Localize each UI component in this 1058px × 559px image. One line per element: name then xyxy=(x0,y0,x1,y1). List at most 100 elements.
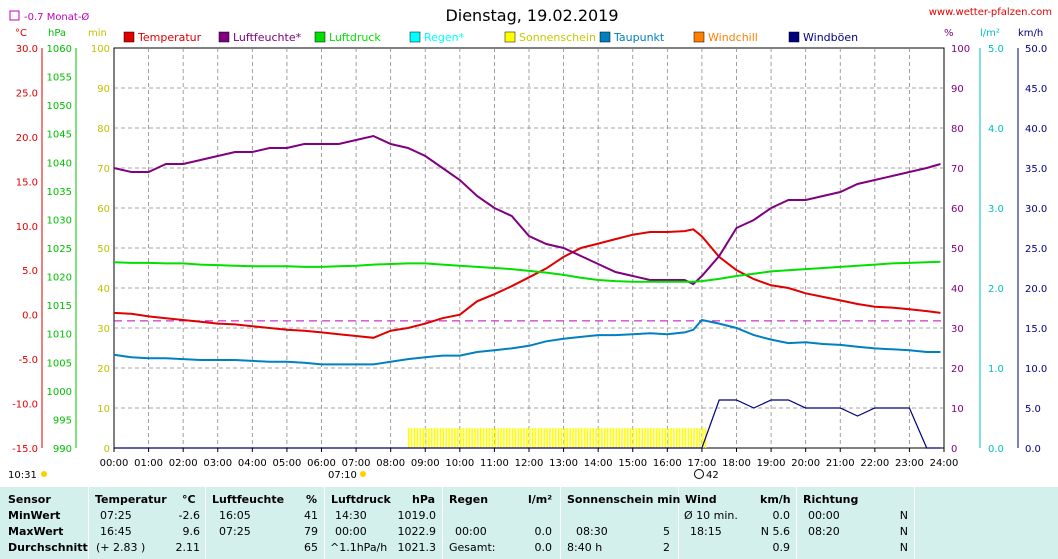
sunshine-bar xyxy=(549,428,551,448)
legend-swatch xyxy=(693,31,705,43)
rain-tick-label: 0.0 xyxy=(988,444,1004,455)
sunshine-bar xyxy=(526,428,528,448)
sunshine-bar xyxy=(609,428,612,448)
x-tick-label: 03:00 xyxy=(203,458,232,469)
sunshine-bar xyxy=(537,428,540,448)
minutes-tick-label: 50 xyxy=(97,244,110,255)
sunshine-bar xyxy=(693,428,695,448)
sunshine-bar xyxy=(595,428,597,448)
minutes-tick-label: 30 xyxy=(97,324,110,335)
row-min-label: MinWert xyxy=(8,509,61,522)
pressure-tick-label: 1025 xyxy=(47,244,72,255)
sunshine-bar xyxy=(644,428,646,448)
x-tick-label: 19:00 xyxy=(757,458,786,469)
rain-tick-label: 4.0 xyxy=(988,124,1004,135)
legend-swatch xyxy=(409,31,421,43)
pressure-tick-label: 995 xyxy=(53,415,72,426)
temp-tick-label: 5.0 xyxy=(22,266,38,277)
header-humidity: Luftfeuchte xyxy=(212,493,285,506)
percent-tick-label: 40 xyxy=(951,284,964,295)
x-tick-label: 18:00 xyxy=(722,458,751,469)
x-tick-label: 20:00 xyxy=(791,458,820,469)
sunshine-bar xyxy=(569,428,571,448)
sunshine-bar xyxy=(540,428,543,448)
series-line xyxy=(113,318,941,366)
series-line xyxy=(113,134,941,286)
avg-temp-trend: (+ 2.83 ) xyxy=(96,541,146,554)
sunshine-bar xyxy=(650,428,652,448)
legend-label: Luftdruck xyxy=(329,31,381,44)
wind-tick-label: 50.0 xyxy=(1025,44,1047,55)
max-sun-value: 5 xyxy=(663,525,670,538)
min-humidity-value: 41 xyxy=(304,509,318,522)
sunshine-bar xyxy=(681,428,684,448)
sunshine-bar xyxy=(451,428,453,448)
minutes-tick-label: 40 xyxy=(97,284,110,295)
rain-tick-label: 2.0 xyxy=(988,284,1004,295)
sunshine-bar xyxy=(497,428,499,448)
sunshine-bar xyxy=(471,428,473,448)
sunshine-bar xyxy=(511,428,514,448)
sunshine-bar xyxy=(503,428,505,448)
sunrise-time: 07:10 xyxy=(328,470,357,481)
sunshine-bar xyxy=(419,428,422,448)
temp-tick-label: 0.0 xyxy=(22,311,38,322)
sunrise-icon xyxy=(360,471,366,477)
pressure-tick-label: 1010 xyxy=(47,330,72,341)
wind-tick-label: 30.0 xyxy=(1025,204,1047,215)
wind-tick-label: 40.0 xyxy=(1025,124,1047,135)
legend-swatch xyxy=(123,31,135,43)
percent-tick-label: 10 xyxy=(951,404,964,415)
legend-swatch xyxy=(504,31,516,43)
max-rain-time: 00:00 xyxy=(455,525,487,538)
sunshine-bar xyxy=(433,428,436,448)
minutes-tick-label: 90 xyxy=(97,84,110,95)
x-tick-label: 04:00 xyxy=(238,458,267,469)
sunshine-bar xyxy=(523,428,525,448)
legend-label: Regen* xyxy=(424,31,465,44)
minutes-tick-label: 20 xyxy=(97,364,110,375)
sunshine-bar xyxy=(488,428,491,448)
sunshine-bar xyxy=(684,428,687,448)
chart-legend: Temperatur Luftfeuchte* Luftdruck Regen* Son… xyxy=(123,31,858,44)
chart-series-lines xyxy=(113,134,941,449)
min-pressure-value: 1019.0 xyxy=(397,509,437,522)
x-tick-label: 13:00 xyxy=(549,458,578,469)
min-direction-value: N xyxy=(899,509,908,522)
legend-label: Windchill xyxy=(708,31,758,44)
min-temp-time: 07:25 xyxy=(100,509,132,522)
sunshine-bar xyxy=(612,428,615,448)
header-sensor: Sensor xyxy=(8,493,51,506)
avg-humidity-value: 65 xyxy=(304,541,318,554)
legend-swatch xyxy=(599,31,611,43)
temp-tick-label: -15.0 xyxy=(12,444,38,455)
sunshine-bar xyxy=(480,428,482,448)
sunshine-bar xyxy=(690,428,692,448)
stats-table: Sensor Temperatur °C Luftfeuchte % Luftd… xyxy=(0,487,1058,559)
sunshine-bar xyxy=(436,428,439,448)
max-pressure-time: 00:00 xyxy=(335,525,367,538)
max-pressure-value: 1022.9 xyxy=(397,525,437,538)
chart-title: Dienstag, 19.02.2019 xyxy=(445,6,618,25)
sunshine-bar xyxy=(658,428,661,448)
sunshine-bar xyxy=(416,428,419,448)
header-pressure: Luftdruck xyxy=(331,493,391,506)
wind-tick-label: 45.0 xyxy=(1025,84,1047,95)
sunshine-bar xyxy=(624,428,626,448)
minutes-tick-label: 0 xyxy=(104,444,110,455)
minutes-tick-label: 10 xyxy=(97,404,110,415)
percent-tick-label: 50 xyxy=(951,244,964,255)
series-line xyxy=(113,228,941,339)
minutes-tick-label: 60 xyxy=(97,204,110,215)
sunshine-bar xyxy=(647,428,649,448)
sunshine-bar xyxy=(534,428,537,448)
sunshine-bar xyxy=(598,428,600,448)
header-direction: Richtung xyxy=(803,493,859,506)
site-link[interactable]: www.wetter-pfalzen.com xyxy=(929,7,1052,18)
sunshine-bar xyxy=(529,428,531,448)
header-sunshine: Sonnenschein min xyxy=(567,493,681,506)
x-tick-label: 05:00 xyxy=(273,458,302,469)
sunshine-bar xyxy=(673,428,675,448)
sunshine-bar xyxy=(580,428,583,448)
minutes-tick-label: 70 xyxy=(97,164,110,175)
